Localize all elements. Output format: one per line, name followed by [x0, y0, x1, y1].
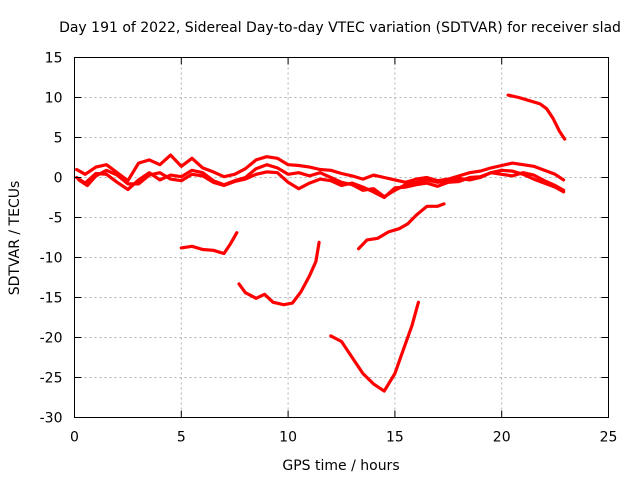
- y-tick-label: 10: [45, 91, 63, 107]
- y-tick-label: -30: [40, 411, 63, 427]
- y-tick-label: -10: [40, 251, 63, 267]
- chart-title: Day 191 of 2022, Sidereal Day-to-day VTE…: [59, 20, 621, 36]
- y-tick-labels: 15 10 5 0 -5 -10 -15 -20 -25 -30: [40, 51, 63, 427]
- y-tick-label: 15: [45, 51, 63, 67]
- y-tick-label: -15: [40, 291, 63, 307]
- x-tick-label: 10: [279, 430, 297, 446]
- y-tick-label: 0: [54, 171, 63, 187]
- series-layer: [75, 93, 567, 393]
- plot-frame: [74, 57, 609, 418]
- y-tick-label: -25: [40, 371, 63, 387]
- series-track-8: [506, 93, 567, 141]
- x-tick-label: 15: [386, 430, 404, 446]
- series-track-5: [237, 240, 321, 307]
- grid-lines: [74, 57, 609, 418]
- y-tick-label: 5: [54, 131, 63, 147]
- series-track-7: [357, 202, 446, 251]
- series-track-6: [329, 300, 420, 393]
- x-tick-labels: 0 5 10 15 20 25: [70, 430, 617, 446]
- x-tick-label: 0: [70, 430, 79, 446]
- y-tick-label: -20: [40, 331, 63, 347]
- series-track-3: [77, 168, 566, 200]
- series-track-1: [75, 153, 566, 184]
- series-track-4: [179, 231, 239, 256]
- axis-ticks: [74, 57, 609, 418]
- x-tick-label: 20: [493, 430, 511, 446]
- x-tick-label: 5: [177, 430, 186, 446]
- x-axis-label: GPS time / hours: [282, 458, 399, 474]
- y-axis-label: SDTVAR / TECUs: [7, 181, 23, 296]
- x-tick-label: 25: [600, 430, 618, 446]
- y-tick-label: -5: [49, 211, 63, 227]
